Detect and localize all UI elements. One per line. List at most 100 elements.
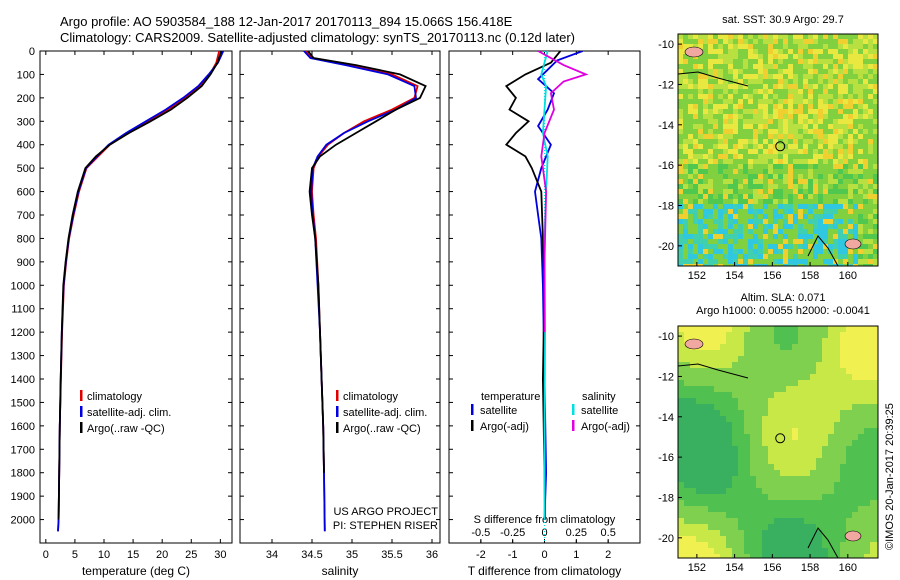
salinity-series-line [304,51,419,532]
depth-tick-label: 1600 [11,421,35,433]
difference-xtick-label: 0 [541,549,547,561]
lat-tick-label: -10 [658,331,674,343]
lon-tick-label: 160 [839,270,857,282]
depth-tick-label: 1800 [11,468,35,480]
temperature-xtick-label: 10 [98,549,110,561]
temperature-panel: 0100200300400500600700800900100011001200… [11,46,233,578]
legend-swatch [572,404,575,415]
depth-tick-label: 1100 [11,304,35,316]
legend-swatch [572,420,575,431]
depth-tick-label: 300 [17,116,35,128]
lat-tick-label: -20 [658,533,674,545]
project-annotation: PI: STEPHEN RISER [333,520,438,532]
sst-map-field [678,34,878,266]
temperature-xtick-label: 0 [43,549,49,561]
difference-series-line [534,51,584,520]
island-shape [844,238,862,250]
salinity-xtick-label: 35 [346,549,358,561]
difference-xtick-label: 1 [573,549,579,561]
legend-entry: satellite-adj. clim. [87,407,171,419]
lat-tick-label: -12 [658,79,674,91]
temperature-xtick-label: 15 [127,549,139,561]
legend-swatch [471,404,474,415]
coastline [678,363,749,379]
depth-tick-label: 1300 [11,351,35,363]
legend-swatch [80,390,83,401]
sdiff-xtick-label: 0.25 [566,527,587,539]
island-shape [684,46,704,58]
lat-tick-label: -14 [658,120,674,132]
legend-entry: climatology [343,391,399,403]
figure-title-line2: Climatology: CARS2009. Satellite-adjuste… [60,30,575,45]
legend-title-salinity: salinity [582,391,616,403]
lat-tick-label: -16 [658,452,674,464]
legend-entry: Argo(-adj) [581,421,630,433]
figure-title-line1: Argo profile: AO 5903584_188 12-Jan-2017… [60,14,513,29]
salinity-xtick-label: 35.5 [381,549,402,561]
depth-tick-label: 600 [17,187,35,199]
sdiff-xtick-label: -0.5 [471,527,490,539]
sla-map-panel: -10 -12 -14 -16 -18 -20 152 154 156 158 160 [658,325,879,574]
argo-position-marker [775,141,786,152]
coastline [678,71,749,87]
lat-tick-label: -20 [658,241,674,253]
depth-tick-label: 900 [17,257,35,269]
difference-series-line [540,51,549,520]
legend-swatch [336,422,339,433]
legend-entry: Argo(..raw -QC) [87,423,165,435]
salinity-panel: 34 34.5 35 35.5 36 salinity climatology satelli… [239,50,441,578]
depth-tick-label: 1200 [11,327,35,339]
sdiff-xtick-label: 0 [541,527,547,539]
salinity-series-line [307,51,427,473]
depth-tick-label: 200 [17,93,35,105]
lon-tick-label: 158 [801,562,819,574]
salinity-axis-label: salinity [322,564,359,578]
temperature-series-line [57,51,223,520]
sla-map-frame [677,325,879,559]
depth-tick-label: 1500 [11,397,35,409]
depth-tick-label: 2000 [11,515,35,527]
depth-tick-label: 1900 [11,491,35,503]
project-annotation: US ARGO PROJECT [333,506,438,518]
legend-title-temperature: temperature [481,391,540,403]
depth-tick-label: 1000 [11,280,35,292]
lat-tick-label: -12 [658,371,674,383]
salinity-xtick-label: 34 [266,549,278,561]
depth-tick-label: 1400 [11,374,35,386]
difference-xtick-label: -1 [508,549,518,561]
legend-entry: Argo(-adj) [480,421,529,433]
sla-map-field [678,326,878,558]
lon-tick-label: 158 [801,270,819,282]
legend-swatch [471,420,474,431]
lon-tick-label: 156 [763,562,781,574]
difference-xtick-label: -2 [476,549,486,561]
depth-tick-label: 400 [17,140,35,152]
difference-series-line [504,51,562,520]
lon-tick-label: 156 [763,270,781,282]
difference-panel: -2 -1 0 1 2-0.5 -0.25 0 0.25 0.5S difference fro… [448,50,641,578]
legend-entry: satellite [480,405,517,417]
depth-tick-label: 800 [17,233,35,245]
coastline [807,235,839,266]
difference-xtick-label: 2 [605,549,611,561]
temperature-frame [39,50,233,544]
sst-map-panel: -10 -12 -14 -16 -18 -20 152 154 156 158 160 [658,33,879,282]
depth-tick-label: 700 [17,210,35,222]
temperature-xtick-label: 20 [156,549,168,561]
island-shape [684,338,704,350]
legend-swatch [336,406,339,417]
map-title-sst: sat. SST: 30.9 Argo: 29.7 [722,14,844,26]
lon-tick-label: 160 [839,562,857,574]
legend-swatch [336,390,339,401]
difference-axis-label: T difference from climatology [468,564,622,578]
lon-tick-label: 152 [688,562,706,574]
argo-position-marker [775,433,786,444]
depth-tick-label: 0 [29,46,35,58]
island-shape [844,530,862,542]
temperature-series-line [57,51,225,532]
sdiff-xtick-label: -0.25 [500,527,525,539]
salinity-frame [239,50,441,544]
legend-swatch [80,406,83,417]
temperature-series-line [57,51,221,532]
lon-tick-label: 152 [688,270,706,282]
